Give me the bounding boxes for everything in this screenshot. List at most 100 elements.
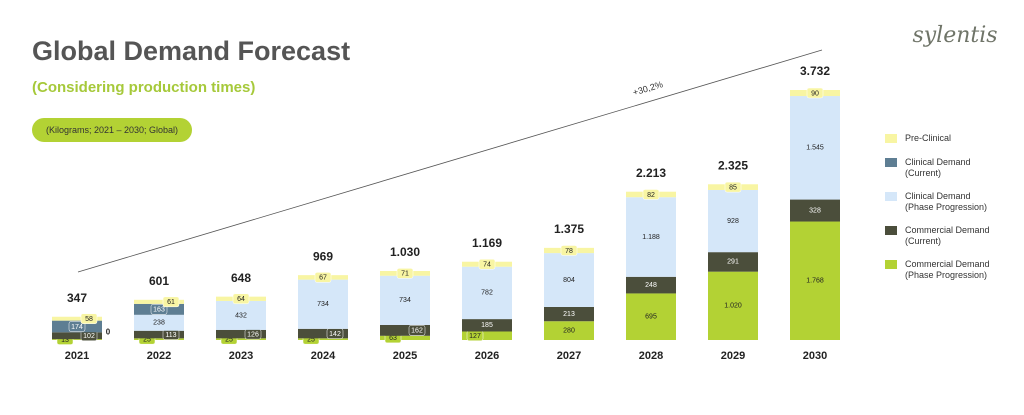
unit-badge (32, 118, 192, 142)
value-label: 25 (225, 337, 233, 344)
x-tick-label: 2022 (147, 350, 171, 362)
total-label: 2.213 (636, 166, 666, 180)
value-label: 163 (153, 307, 165, 314)
value-label: 127 (469, 333, 481, 340)
logo: sylentis (912, 23, 997, 48)
bar-segment (544, 306, 594, 322)
value-label: 328 (809, 207, 821, 214)
value-label: 782 (481, 290, 493, 297)
value-label: 25 (307, 337, 315, 344)
value-label: 174 (71, 324, 83, 331)
total-label: 3.732 (800, 64, 830, 78)
x-tick-label: 2024 (311, 350, 336, 362)
total-label: 969 (313, 249, 333, 263)
value-label: 61 (167, 299, 175, 306)
bar-segment (380, 275, 430, 325)
value-label-badge (396, 268, 414, 279)
legend-label: Clinical Demand (Current) (905, 157, 971, 178)
value-label: 142 (329, 331, 341, 338)
bar-segment (462, 331, 512, 340)
value-label: 695 (645, 314, 657, 321)
bar-segment (298, 279, 348, 329)
bar-segment (52, 339, 102, 340)
value-label-badge (162, 296, 180, 308)
total-label: 1.375 (554, 222, 584, 236)
growth-annotation: +30,2% (632, 79, 664, 97)
bar-segment (380, 335, 430, 340)
x-tick-label: 2023 (229, 350, 253, 362)
total-label: 648 (231, 271, 251, 285)
chart-subtitle: (Considering production times) (32, 79, 255, 96)
chart-title: Global Demand Forecast (32, 36, 350, 66)
value-label: 1.188 (642, 234, 660, 241)
legend-label: Commercial Demand (Current) (905, 225, 990, 246)
legend-label: Commercial Demand (Phase Progression) (905, 259, 990, 280)
x-tick-label: 2030 (803, 350, 827, 362)
value-label: 162 (411, 328, 423, 335)
legend-item: Pre-Clinical (885, 133, 995, 144)
value-label: 82 (647, 192, 655, 199)
value-label-badge (68, 321, 86, 332)
value-label: 1.020 (724, 303, 742, 310)
bar-segment (708, 271, 758, 340)
value-label: 291 (727, 259, 739, 266)
x-tick-label: 2028 (639, 350, 663, 362)
value-label-badge (806, 87, 824, 99)
bar-segment (544, 253, 594, 307)
value-label: 213 (563, 311, 575, 318)
bar-segment (298, 338, 348, 340)
x-tick-label: 2026 (475, 350, 499, 362)
bar-segment (626, 197, 676, 277)
bar-segment (52, 316, 102, 321)
bar-segment (52, 332, 102, 340)
value-label: 432 (235, 312, 247, 319)
value-label: 67 (319, 275, 327, 282)
legend-item: Commercial Demand (Phase Progression) (885, 259, 995, 281)
value-label: 928 (727, 218, 739, 225)
value-label-badge (80, 313, 98, 324)
value-label: 238 (153, 320, 165, 327)
x-tick-label: 2025 (393, 350, 417, 362)
legend-swatch (885, 192, 897, 201)
value-label: 64 (237, 296, 245, 303)
value-label-badge (478, 258, 496, 270)
legend-swatch (885, 158, 897, 167)
bar-segment (380, 324, 430, 336)
value-label-badge (642, 189, 660, 200)
bar-segment (790, 221, 840, 340)
x-tick-label: 2027 (557, 350, 581, 362)
value-label: 63 (389, 335, 397, 342)
value-label: 185 (481, 322, 493, 329)
bar-segment (134, 330, 184, 339)
bar-segment (462, 266, 512, 320)
legend-item: Clinical Demand (Current) (885, 157, 995, 179)
legend-item: Commercial Demand (Current) (885, 225, 995, 247)
legend-item: Clinical Demand (Phase Progression) (885, 191, 995, 213)
bar-segment (626, 293, 676, 340)
value-label: 71 (401, 271, 409, 278)
bar-segment (134, 338, 184, 340)
value-label: 126 (247, 331, 259, 338)
value-label-badge (408, 325, 426, 336)
value-label: 248 (645, 282, 657, 289)
total-label: 601 (149, 274, 169, 288)
value-label-badge (314, 272, 332, 283)
value-label: 1.768 (806, 278, 824, 285)
bar-segment (298, 328, 348, 339)
legend-swatch (885, 226, 897, 235)
bar-segment (544, 321, 594, 340)
value-label: 74 (483, 262, 491, 269)
trend-line (77, 49, 823, 273)
bar-segment (626, 276, 676, 294)
legend-label: Clinical Demand (Phase Progression) (905, 191, 988, 212)
value-label: 78 (565, 248, 573, 255)
x-tick-label: 2029 (721, 350, 745, 362)
total-label: 1.169 (472, 236, 502, 250)
x-tick-label: 2021 (65, 350, 89, 362)
total-label: 2.325 (718, 158, 748, 172)
value-label: 280 (563, 327, 575, 334)
bar-segment (462, 319, 512, 332)
bar-segment (790, 96, 840, 200)
